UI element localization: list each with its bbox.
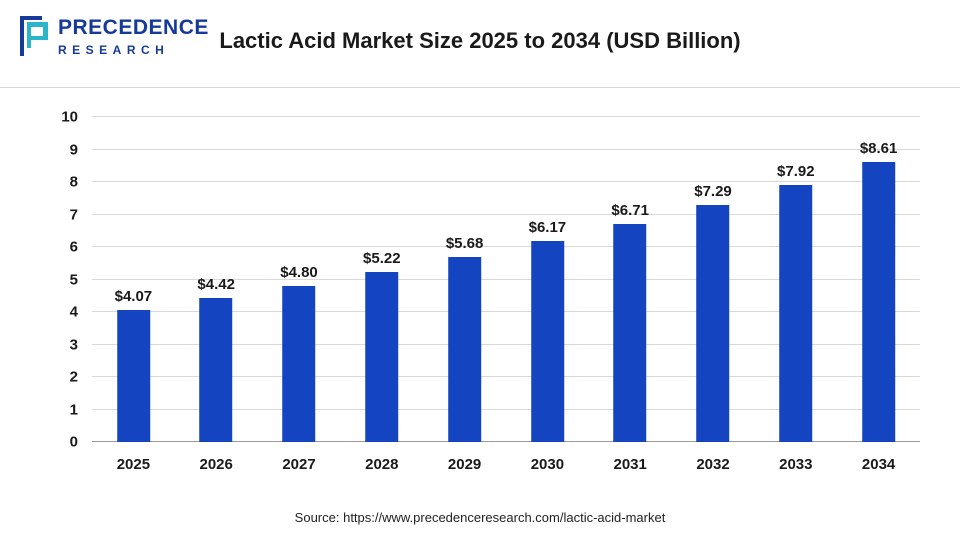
bar-group-2032: $7.29 — [694, 183, 732, 442]
y-axis-tick-label: 8 — [69, 173, 78, 191]
bar-chart-plot: 0 1 2 3 4 5 6 7 8 9 10 $4.07 2025 $4.42 2026 $4.80 2027 $… — [61, 109, 920, 473]
y-axis-tick-label: 2 — [69, 368, 78, 386]
y-axis-tick-label: 0 — [69, 433, 78, 451]
bar-value-label: $4.42 — [197, 276, 235, 294]
bar-value-label: $7.92 — [777, 162, 815, 180]
bar-2032 — [696, 205, 730, 442]
gridline-y-3 — [92, 343, 920, 345]
bar-2029 — [448, 257, 482, 442]
bar-2028 — [365, 272, 399, 442]
bar-group-2033: $7.92 — [777, 163, 815, 442]
bar-2026 — [199, 298, 233, 442]
logo-line1: PRECEDENCE — [58, 16, 209, 39]
bar-value-label: $6.17 — [528, 219, 567, 237]
bar-group-2030: $6.17 — [528, 219, 567, 442]
bar-value-label: $4.80 — [280, 264, 318, 281]
bar-value-label: $6.71 — [611, 201, 649, 219]
precedence-research-logo-icon — [20, 16, 48, 56]
y-axis-tick-label: 1 — [69, 401, 78, 418]
gridline-y-9 — [92, 148, 920, 150]
x-axis-tick-label: 2027 — [282, 456, 316, 473]
chart-title: Lactic Acid Market Size 2025 to 2034 (US… — [219, 28, 741, 53]
bar-value-label: $8.61 — [859, 140, 898, 158]
bar-2031 — [613, 223, 647, 442]
y-axis-tick-label: 7 — [69, 206, 78, 223]
gridline-y-6 — [92, 246, 920, 247]
bar-group-2025: $4.07 — [114, 287, 153, 442]
bar-group-2031: $6.71 — [611, 202, 649, 442]
gridline-y-0 — [92, 441, 920, 442]
gridline-y-5 — [92, 278, 920, 280]
source-text: Source: https://www.precedenceresearch.c… — [294, 510, 666, 525]
logo: PRECEDENCE RESEARCH — [18, 14, 209, 58]
bar-2025 — [116, 309, 150, 442]
x-axis-tick-label: 2034 — [861, 456, 896, 473]
bar-group-2034: $8.61 — [859, 140, 898, 442]
bar-group-2028: $5.22 — [363, 250, 401, 442]
gridline-y-7 — [92, 213, 920, 215]
bar-group-2027: $4.80 — [280, 264, 318, 442]
logo-line2: RESEARCH — [58, 43, 170, 57]
gridline-y-10 — [92, 116, 920, 117]
x-axis-tick-label: 2026 — [199, 456, 233, 473]
x-axis-tick-label: 2032 — [696, 456, 730, 473]
y-axis-tick-label: 10 — [61, 108, 78, 126]
y-axis-tick-label: 6 — [69, 238, 78, 256]
bar-value-label: $4.07 — [114, 287, 153, 305]
gridline-y-8 — [92, 181, 920, 182]
header: PRECEDENCE RESEARCH Lactic Acid Market S… — [0, 0, 960, 88]
x-axis-tick-label: 2028 — [365, 456, 399, 473]
bar-2034 — [862, 162, 896, 442]
bar-2027 — [282, 286, 316, 442]
x-axis-tick-label: 2030 — [530, 456, 565, 473]
gridline-y-1 — [92, 408, 920, 410]
y-axis-tick-label: 4 — [69, 303, 78, 321]
x-axis-tick-label: 2025 — [116, 456, 151, 473]
bar-2033 — [779, 184, 813, 442]
y-axis-tick-label: 9 — [69, 141, 78, 158]
chart-area: 0 1 2 3 4 5 6 7 8 9 10 $4.07 2025 $4.42 2026 $4.80 2027 $… — [0, 89, 960, 489]
bar-group-2026: $4.42 — [197, 276, 235, 442]
logo-text: PRECEDENCE RESEARCH — [58, 16, 209, 57]
x-axis-tick-label: 2033 — [779, 456, 813, 473]
gridline-y-2 — [92, 376, 920, 377]
bar-value-label: $7.29 — [694, 183, 732, 201]
gridline-y-4 — [92, 311, 920, 312]
bar-2030 — [530, 241, 564, 442]
x-axis-tick-label: 2029 — [447, 456, 482, 473]
y-axis-tick-label: 3 — [69, 336, 78, 353]
x-axis-tick-label: 2031 — [613, 456, 647, 473]
bar-value-label: $5.68 — [445, 235, 484, 253]
y-axis-tick-label: 5 — [69, 271, 78, 288]
bar-group-2029: $5.68 — [445, 235, 484, 442]
bar-value-label: $5.22 — [363, 250, 401, 268]
